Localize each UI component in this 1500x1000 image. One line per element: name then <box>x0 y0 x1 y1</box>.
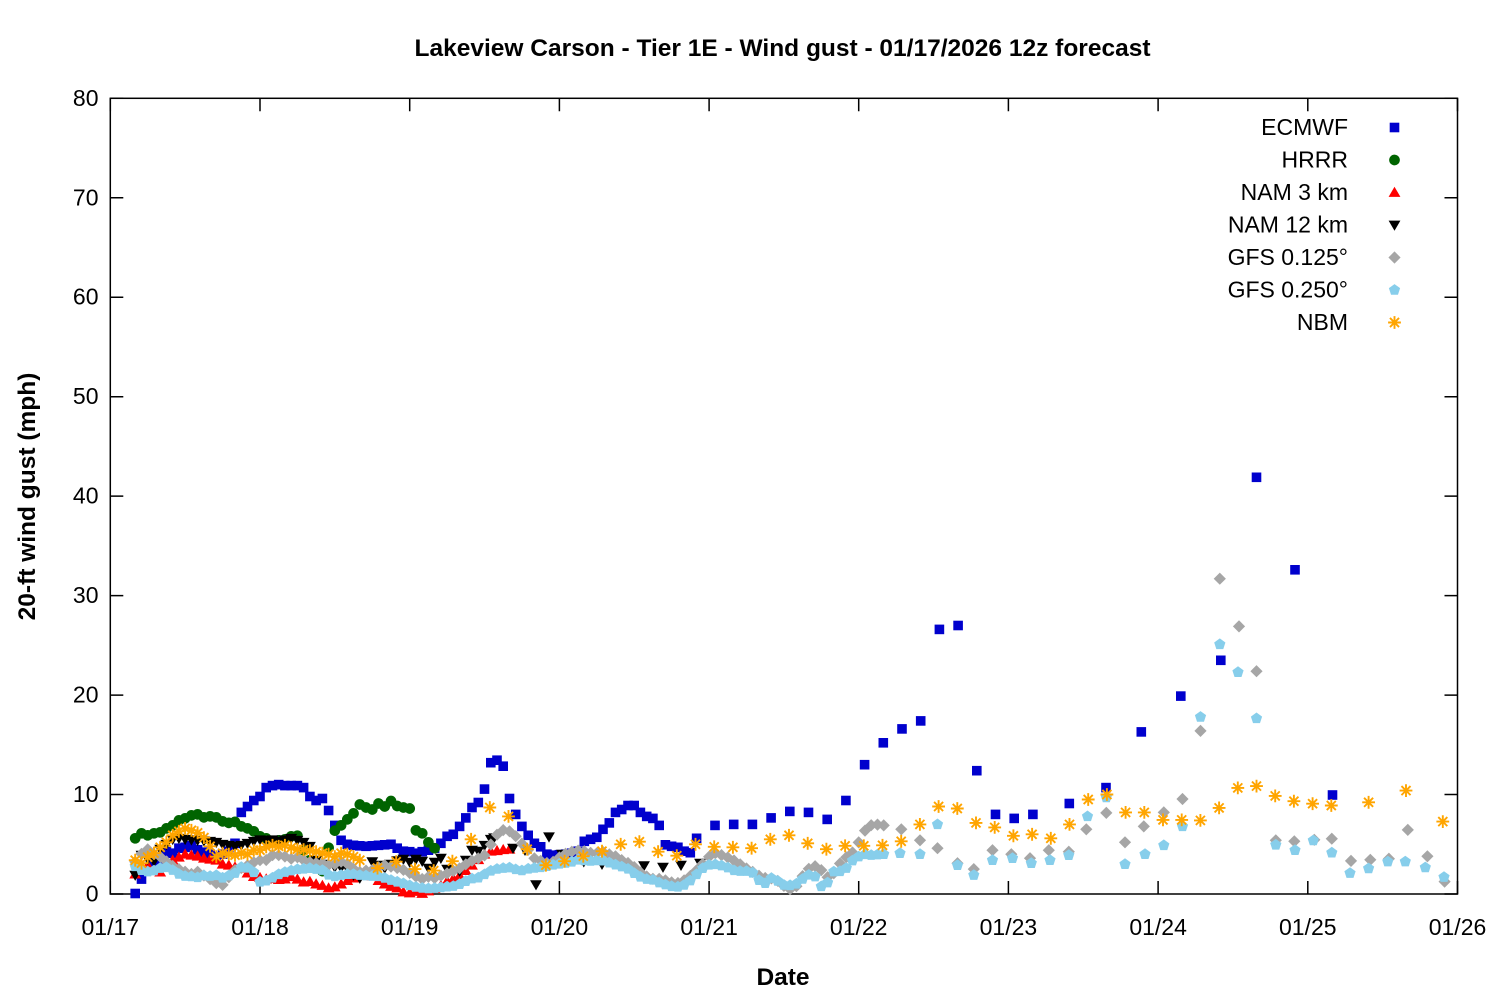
svg-text:01/17: 01/17 <box>82 914 140 940</box>
svg-text:01/26: 01/26 <box>1429 914 1487 940</box>
svg-text:30: 30 <box>73 582 99 608</box>
svg-text:NAM 3 km: NAM 3 km <box>1241 179 1348 205</box>
svg-text:GFS 0.125°: GFS 0.125° <box>1228 244 1348 270</box>
svg-text:NBM: NBM <box>1297 309 1348 335</box>
svg-text:20: 20 <box>73 682 99 708</box>
svg-text:01/20: 01/20 <box>531 914 589 940</box>
svg-text:01/23: 01/23 <box>980 914 1038 940</box>
svg-text:01/25: 01/25 <box>1279 914 1337 940</box>
svg-text:01/21: 01/21 <box>680 914 738 940</box>
svg-text:40: 40 <box>73 483 99 509</box>
svg-text:20-ft wind gust (mph): 20-ft wind gust (mph) <box>14 373 41 621</box>
svg-text:GFS 0.250°: GFS 0.250° <box>1228 277 1348 303</box>
svg-text:10: 10 <box>73 781 99 807</box>
svg-text:NAM 12 km: NAM 12 km <box>1228 212 1348 238</box>
svg-text:0: 0 <box>86 881 99 907</box>
svg-text:01/22: 01/22 <box>830 914 888 940</box>
svg-text:Lakeview Carson - Tier 1E - Wi: Lakeview Carson - Tier 1E - Wind gust - … <box>415 35 1151 62</box>
svg-text:01/24: 01/24 <box>1129 914 1187 940</box>
svg-text:70: 70 <box>73 184 99 210</box>
svg-text:HRRR: HRRR <box>1282 147 1348 173</box>
svg-text:60: 60 <box>73 284 99 310</box>
svg-text:Date: Date <box>756 964 809 991</box>
svg-text:50: 50 <box>73 383 99 409</box>
svg-text:01/18: 01/18 <box>231 914 289 940</box>
svg-text:ECMWF: ECMWF <box>1261 114 1348 140</box>
svg-text:01/19: 01/19 <box>381 914 439 940</box>
svg-text:80: 80 <box>73 85 99 111</box>
